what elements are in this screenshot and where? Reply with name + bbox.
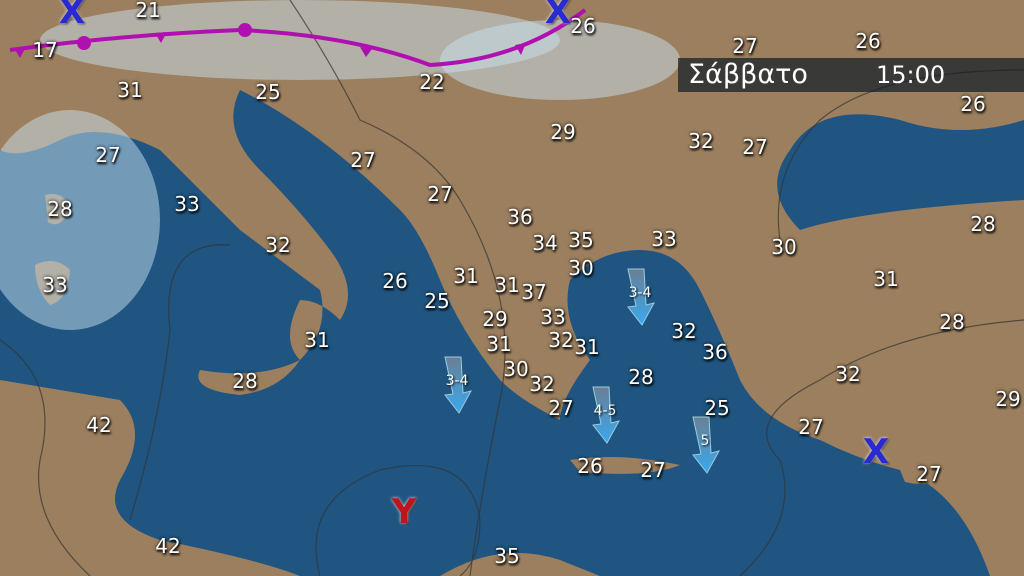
temperature-label: 29 [550, 120, 576, 144]
temperature-label: 31 [494, 273, 520, 297]
temperature-label: 33 [540, 305, 566, 329]
temperature-label: 27 [95, 143, 121, 167]
time-label: 15:00 [876, 61, 946, 89]
wind-arrow-icon: 4-5 [585, 385, 625, 445]
clouds [0, 0, 680, 330]
temperature-label: 25 [255, 80, 281, 104]
temperature-label: 31 [453, 264, 479, 288]
temperature-label: 32 [529, 372, 555, 396]
temperature-label: 31 [873, 267, 899, 291]
temperature-label: 25 [424, 289, 450, 313]
temperature-label: 31 [486, 332, 512, 356]
temperature-label: 36 [507, 205, 533, 229]
temperature-label: 27 [798, 415, 824, 439]
temperature-label: 17 [32, 38, 58, 62]
temperature-label: 21 [135, 0, 161, 22]
date-time-banner: Σάββατο 15:00 [678, 58, 1024, 92]
temperature-label: 26 [960, 92, 986, 116]
temperature-label: 35 [568, 228, 594, 252]
temperature-label: 27 [350, 148, 376, 172]
wind-arrow-icon: 3-4 [620, 267, 660, 327]
temperature-label: 32 [835, 362, 861, 386]
wind-force-label: 4-5 [593, 403, 617, 419]
temperature-label: 27 [732, 34, 758, 58]
temperature-label: 27 [916, 462, 942, 486]
temperature-label: 35 [494, 544, 520, 568]
temperature-label: 31 [574, 335, 600, 359]
wind-force-label: 5 [700, 433, 710, 449]
temperature-label: 28 [628, 365, 654, 389]
temperature-label: 33 [42, 273, 68, 297]
day-label: Σάββατο [688, 59, 808, 90]
weather-front [9, 8, 587, 68]
low-pressure-symbol: Y [391, 492, 417, 532]
temperature-label: 42 [155, 534, 181, 558]
high-pressure-symbol: X [862, 432, 890, 472]
temperature-label: 30 [771, 235, 797, 259]
temperature-label: 28 [232, 369, 258, 393]
temperature-label: 34 [532, 231, 558, 255]
temperature-label: 32 [688, 129, 714, 153]
temperature-label: 27 [640, 458, 666, 482]
temperature-label: 26 [382, 269, 408, 293]
temperature-label: 25 [704, 396, 730, 420]
temperature-label: 32 [671, 319, 697, 343]
temperature-label: 33 [651, 227, 677, 251]
temperature-label: 33 [174, 192, 200, 216]
temperature-label: 32 [548, 328, 574, 352]
temperature-label: 31 [117, 78, 143, 102]
temperature-label: 26 [577, 454, 603, 478]
temperature-label: 31 [304, 328, 330, 352]
temperature-label: 22 [419, 70, 445, 94]
temperature-label: 26 [570, 14, 596, 38]
wind-force-label: 3-4 [445, 373, 469, 389]
temperature-label: 28 [970, 212, 996, 236]
temperature-label: 28 [939, 310, 965, 334]
temperature-label: 36 [702, 340, 728, 364]
temperature-label: 32 [265, 233, 291, 257]
temperature-label: 27 [427, 182, 453, 206]
temperature-label: 26 [855, 29, 881, 53]
temperature-label: 28 [47, 197, 73, 221]
temperature-label: 27 [548, 396, 574, 420]
wind-arrow-icon: 3-4 [437, 355, 477, 415]
temperature-label: 29 [995, 387, 1021, 411]
temperature-label: 27 [742, 135, 768, 159]
wind-force-label: 3-4 [628, 285, 652, 301]
temperature-label: 37 [521, 280, 547, 304]
temperature-label: 42 [86, 413, 112, 437]
wind-arrow-icon: 5 [685, 415, 725, 475]
temperature-label: 29 [482, 307, 508, 331]
temperature-label: 30 [503, 357, 529, 381]
high-pressure-symbol: X [544, 0, 572, 32]
high-pressure-symbol: X [58, 0, 86, 32]
temperature-label: 30 [568, 256, 594, 280]
